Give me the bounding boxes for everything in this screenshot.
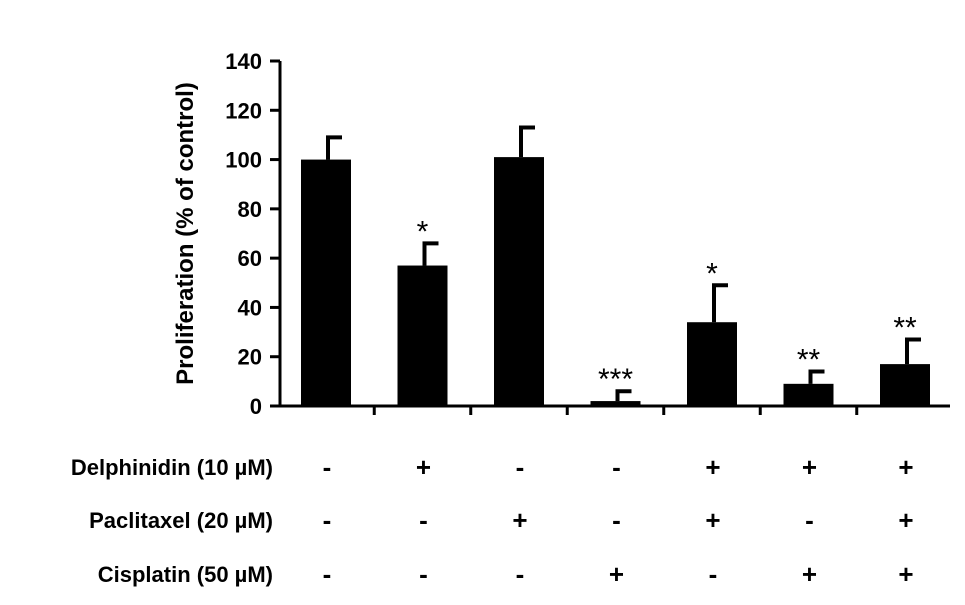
condition-plus-mark: + xyxy=(705,452,720,482)
condition-plus-mark: + xyxy=(609,559,624,589)
y-tick-label: 100 xyxy=(225,148,262,173)
y-tick-label: 140 xyxy=(225,49,262,74)
condition-minus-mark: - xyxy=(323,559,332,589)
error-bar xyxy=(519,125,535,158)
y-tick-label: 80 xyxy=(238,197,262,222)
y-tick-label: 60 xyxy=(238,246,262,271)
condition-plus-mark: + xyxy=(512,505,527,535)
bar xyxy=(397,265,448,406)
error-bar xyxy=(615,389,632,402)
bar xyxy=(687,322,737,406)
condition-label: Paclitaxel (20 µM) xyxy=(89,508,273,533)
significance-marker: * xyxy=(706,257,718,290)
y-axis-label: Proliferation (% of control) xyxy=(172,82,199,385)
condition-plus-mark: + xyxy=(802,452,817,482)
condition-plus-mark: + xyxy=(416,452,431,482)
condition-minus-mark: - xyxy=(419,505,428,535)
significance-marker: ** xyxy=(893,311,917,344)
condition-minus-mark: - xyxy=(419,559,428,589)
y-tick-label: 120 xyxy=(225,98,262,123)
error-bar xyxy=(422,241,439,266)
condition-minus-mark: - xyxy=(516,452,525,482)
significance-marker: *** xyxy=(598,363,633,396)
condition-label: Cisplatin (50 µM) xyxy=(98,562,273,587)
condition-plus-mark: + xyxy=(898,452,913,482)
condition-minus-mark: - xyxy=(516,559,525,589)
condition-plus-mark: + xyxy=(898,559,913,589)
condition-minus-mark: - xyxy=(612,505,621,535)
bar xyxy=(783,383,834,406)
significance-markers: ********* xyxy=(417,215,917,396)
condition-label: Delphinidin (10 µM) xyxy=(71,455,273,480)
bar xyxy=(880,364,930,406)
y-tick-label: 20 xyxy=(238,345,262,370)
x-axis-ticks xyxy=(372,406,859,415)
y-tick-label: 40 xyxy=(238,295,262,320)
condition-plus-mark: + xyxy=(802,559,817,589)
condition-minus-mark: - xyxy=(709,559,718,589)
error-bar xyxy=(712,283,728,323)
condition-table: Delphinidin (10 µM) - + - - + + + Paclitaxel (20… xyxy=(71,452,914,589)
condition-plus-mark: + xyxy=(898,505,913,535)
bar xyxy=(494,157,544,406)
condition-plus-mark: + xyxy=(705,505,720,535)
error-bar xyxy=(326,135,342,160)
error-bars xyxy=(326,125,921,402)
significance-marker: ** xyxy=(797,344,821,377)
condition-minus-mark: - xyxy=(323,452,332,482)
condition-minus-mark: - xyxy=(612,452,621,482)
significance-marker: * xyxy=(417,215,429,248)
bars xyxy=(301,157,930,406)
bar xyxy=(590,401,641,406)
y-tick-label: 0 xyxy=(250,394,262,419)
condition-minus-mark: - xyxy=(805,505,814,535)
error-bar xyxy=(905,337,921,365)
error-bar xyxy=(808,369,825,384)
bar xyxy=(301,159,351,406)
y-axis-ticks: 0 20 40 60 80 100 120 140 xyxy=(225,49,280,419)
condition-minus-mark: - xyxy=(323,505,332,535)
